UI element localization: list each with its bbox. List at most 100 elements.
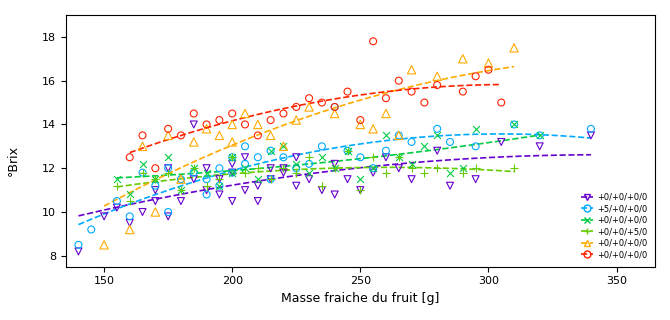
Point: [368, 155, 379, 160]
Point: [163, 209, 174, 214]
Point: [98, 242, 109, 247]
Point: [227, 198, 238, 204]
Point: [176, 177, 186, 182]
Point: [535, 144, 545, 149]
Point: [253, 183, 263, 188]
Point: [278, 155, 289, 160]
Point: [368, 166, 379, 171]
Point: [176, 177, 186, 182]
Point: [176, 188, 186, 193]
Point: [470, 166, 481, 171]
Point: [278, 166, 289, 171]
Point: [330, 161, 340, 166]
Point: [278, 144, 289, 149]
Point: [125, 155, 135, 160]
Point: [111, 183, 122, 188]
Point: [163, 126, 174, 132]
Point: [368, 39, 379, 44]
Point: [98, 214, 109, 219]
Point: [304, 170, 314, 175]
Point: [278, 144, 289, 149]
Point: [342, 148, 353, 153]
Point: [163, 166, 174, 171]
Point: [470, 177, 481, 182]
Point: [291, 117, 302, 123]
Point: [445, 170, 456, 175]
Point: [253, 177, 263, 182]
Point: [342, 177, 353, 182]
Point: [227, 170, 238, 175]
Point: [150, 198, 161, 204]
Point: [393, 78, 404, 83]
Point: [304, 177, 314, 182]
Point: [150, 183, 161, 188]
Point: [201, 192, 212, 197]
Point: [111, 177, 122, 182]
Point: [201, 188, 212, 193]
Point: [432, 74, 443, 79]
X-axis label: Masse fraiche du fruit [g]: Masse fraiche du fruit [g]: [281, 292, 440, 305]
Point: [265, 148, 276, 153]
Point: [150, 177, 161, 182]
Point: [432, 166, 443, 171]
Point: [381, 148, 391, 153]
Point: [316, 100, 327, 105]
Point: [445, 140, 456, 145]
Point: [137, 170, 148, 175]
Point: [393, 155, 404, 160]
Point: [253, 122, 263, 127]
Point: [201, 166, 212, 171]
Point: [150, 188, 161, 193]
Point: [355, 117, 366, 123]
Point: [509, 122, 519, 127]
Point: [304, 155, 314, 160]
Point: [342, 148, 353, 153]
Point: [227, 140, 238, 145]
Point: [201, 183, 212, 188]
Point: [342, 148, 353, 153]
Point: [163, 166, 174, 171]
Point: [304, 104, 314, 109]
Point: [381, 155, 391, 160]
Point: [227, 155, 238, 160]
Point: [419, 144, 429, 149]
Point: [291, 155, 302, 160]
Point: [240, 155, 251, 160]
Point: [240, 170, 251, 175]
Point: [406, 140, 417, 145]
Point: [240, 166, 251, 171]
Point: [445, 183, 456, 188]
Point: [214, 183, 224, 188]
Point: [188, 166, 199, 171]
Point: [150, 166, 161, 171]
Point: [483, 60, 494, 66]
Point: [535, 133, 545, 138]
Point: [137, 161, 148, 166]
Point: [316, 155, 327, 160]
Point: [240, 144, 251, 149]
Point: [291, 170, 302, 175]
Point: [458, 166, 468, 171]
Point: [535, 133, 545, 138]
Point: [214, 177, 224, 182]
Point: [509, 122, 519, 127]
Point: [458, 56, 468, 61]
Point: [227, 170, 238, 175]
Point: [227, 155, 238, 160]
Point: [406, 89, 417, 94]
Point: [265, 177, 276, 182]
Point: [86, 227, 96, 232]
Point: [304, 161, 314, 166]
Point: [330, 192, 340, 197]
Point: [150, 177, 161, 182]
Point: [342, 89, 353, 94]
Point: [278, 111, 289, 116]
Point: [163, 155, 174, 160]
Point: [214, 166, 224, 171]
Point: [125, 220, 135, 226]
Point: [176, 198, 186, 204]
Point: [265, 117, 276, 123]
Point: [176, 188, 186, 193]
Point: [214, 117, 224, 123]
Point: [278, 166, 289, 171]
